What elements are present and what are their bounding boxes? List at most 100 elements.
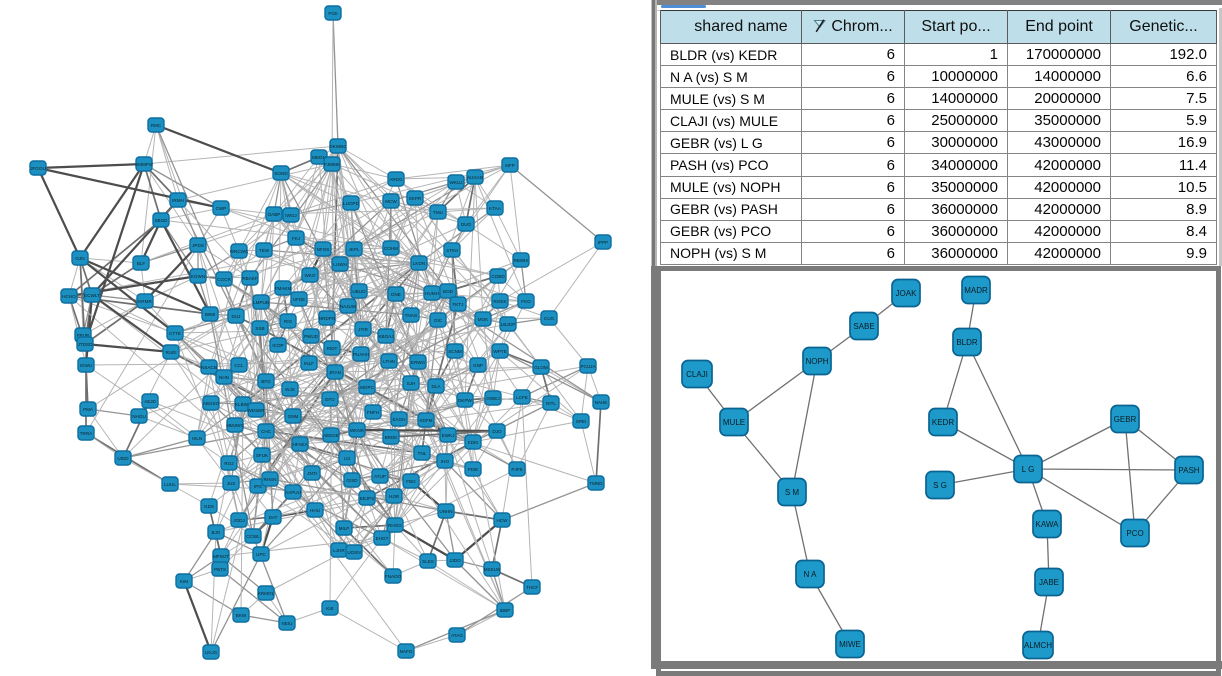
svg-text:RHSN: RHSN: [263, 477, 276, 482]
svg-text:KLBWB: KLBWB: [235, 402, 251, 407]
svg-text:FNFH: FNFH: [367, 410, 379, 415]
svg-text:SBGD: SBGD: [154, 218, 168, 223]
svg-text:NAHE: NAHE: [595, 400, 608, 405]
svg-text:TEW: TEW: [259, 248, 270, 253]
svg-text:MSELW: MSELW: [484, 567, 501, 572]
svg-text:SSB: SSB: [255, 326, 264, 331]
svg-text:NAJUW: NAJUW: [340, 304, 357, 309]
svg-text:KIM: KIM: [180, 579, 188, 584]
svg-text:SKPR: SKPR: [409, 196, 422, 201]
svg-text:EHGT: EHGT: [376, 536, 389, 541]
svg-text:RIDT: RIDT: [327, 346, 338, 351]
svg-text:LMPUB: LMPUB: [253, 300, 269, 305]
svg-text:PCUJA: PCUJA: [580, 364, 596, 369]
svg-text:TMU: TMU: [433, 210, 443, 215]
svg-text:IWMI: IWMI: [205, 312, 216, 317]
svg-text:KEDR: KEDR: [932, 418, 954, 427]
svg-text:JJDO: JJDO: [449, 558, 461, 563]
svg-text:KDKI: KDKI: [468, 440, 479, 445]
svg-text:HHU: HHU: [310, 508, 320, 513]
svg-text:IRMH: IRMH: [172, 198, 184, 203]
svg-text:INLF: INLF: [304, 361, 314, 366]
svg-text:WKNR: WKNR: [350, 428, 365, 433]
svg-text:BLDR: BLDR: [956, 338, 978, 347]
svg-text:NHN: NHN: [219, 375, 229, 380]
svg-text:HUMH: HUMH: [425, 291, 439, 296]
svg-text:EWKJ: EWKJ: [442, 433, 455, 438]
svg-text:LUUL: LUUL: [164, 482, 176, 487]
svg-text:NSACB: NSACB: [201, 365, 217, 370]
svg-text:AUGAB: AUGAB: [467, 175, 483, 180]
svg-text:KRMR: KRMR: [138, 299, 152, 304]
svg-text:ROJ: ROJ: [224, 461, 233, 466]
svg-text:DLA: DLA: [432, 384, 442, 389]
svg-text:RGEK: RGEK: [493, 299, 507, 304]
svg-text:MADR: MADR: [964, 286, 988, 295]
svg-text:ATUP: ATUP: [374, 474, 386, 479]
svg-text:MFMJT: MFMJT: [213, 554, 229, 559]
svg-text:CUG: CUG: [544, 316, 555, 321]
svg-text:FKJ: FKJ: [292, 236, 300, 241]
svg-text:IHO: IHO: [441, 459, 450, 464]
svg-text:FNAOO: FNAOO: [385, 574, 402, 579]
svg-text:EEJPS: EEJPS: [360, 496, 375, 501]
svg-text:KDFM: KDFM: [419, 418, 432, 423]
svg-text:FKO: FKO: [521, 299, 531, 304]
svg-text:LUWH: LUWH: [333, 262, 347, 267]
svg-text:GNM: GNM: [288, 414, 299, 419]
svg-text:LKUG: LKUG: [205, 650, 218, 655]
svg-text:GEBR: GEBR: [1114, 415, 1137, 424]
svg-text:GISD: GISD: [346, 478, 358, 483]
svg-text:UNHN: UNHN: [439, 509, 452, 514]
svg-text:STINI: STINI: [446, 248, 458, 253]
svg-text:HJIR: HJIR: [389, 494, 400, 499]
svg-text:HFAEA: HFAEA: [292, 442, 308, 447]
svg-text:IPPP: IPPP: [598, 240, 608, 245]
svg-text:SLES: SLES: [422, 559, 434, 564]
svg-text:DKPW: DKPW: [458, 398, 472, 403]
svg-text:FPUR: FPUR: [77, 333, 90, 338]
svg-text:SOND: SOND: [274, 171, 288, 176]
svg-text:LCFE: LCFE: [516, 395, 528, 400]
svg-text:IWOJ: IWOJ: [285, 213, 296, 218]
svg-text:WPTE: WPTE: [493, 349, 506, 354]
svg-text:MFP: MFP: [505, 163, 515, 168]
svg-text:OJN: OJN: [75, 256, 84, 261]
svg-text:JOAK: JOAK: [896, 289, 918, 298]
svg-text:UFDE: UFDE: [293, 297, 306, 302]
svg-text:SMMFW: SMMFW: [135, 162, 154, 167]
svg-text:PGII: PGII: [328, 11, 337, 16]
svg-text:FBG: FBG: [406, 479, 416, 484]
svg-text:ALMCH: ALMCH: [1024, 641, 1052, 650]
svg-text:PASH: PASH: [1178, 466, 1199, 475]
svg-text:WJS: WJS: [285, 387, 295, 392]
svg-text:UIDD: UIDD: [117, 456, 129, 461]
svg-text:CCWL: CCWL: [246, 534, 260, 539]
svg-text:WDSBR: WDSBR: [247, 408, 265, 413]
svg-text:LTHN: LTHN: [383, 359, 395, 364]
svg-text:MOPC: MOPC: [360, 385, 374, 390]
svg-text:TNL: TNL: [418, 451, 427, 456]
svg-text:AAPUU: AAPUU: [285, 490, 301, 495]
svg-text:SPEI: SPEI: [576, 419, 586, 424]
svg-text:DKWNC: DKWNC: [329, 144, 347, 149]
svg-text:GLOM: GLOM: [534, 365, 548, 370]
svg-text:SJH: SJH: [407, 381, 416, 386]
svg-text:JFGOU: JFGOU: [30, 166, 46, 171]
svg-text:PJFB: PJFB: [511, 467, 522, 472]
svg-text:ERWG: ERWG: [411, 360, 426, 365]
svg-text:N A: N A: [804, 570, 818, 579]
svg-text:IJJ: IJJ: [344, 456, 350, 461]
svg-text:ARDG: ARDG: [389, 177, 403, 182]
svg-text:ECWLT: ECWLT: [84, 293, 100, 298]
svg-text:JTDSD: JTDSD: [78, 342, 93, 347]
svg-text:GIWU: GIWU: [80, 363, 93, 368]
svg-text:PWUD: PWUD: [304, 334, 319, 339]
svg-text:BRDK: BRDK: [385, 435, 399, 440]
svg-text:SCNM: SCNM: [448, 349, 462, 354]
svg-text:GNP: GNP: [473, 363, 483, 368]
svg-text:KOWN: KOWN: [191, 274, 205, 279]
svg-text:PMA: PMA: [83, 407, 94, 412]
svg-text:UBUO: UBUO: [352, 289, 366, 294]
svg-text:PUAHH: PUAHH: [353, 352, 369, 357]
